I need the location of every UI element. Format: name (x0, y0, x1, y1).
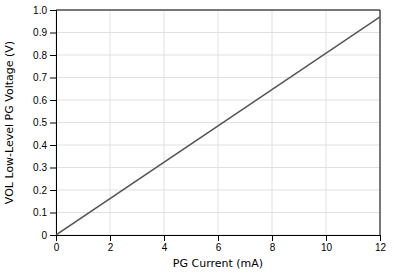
y-tick: 0.9 (33, 27, 56, 38)
y-axis-line (50, 11, 57, 236)
y-tick: 0 (41, 230, 56, 241)
y-tick: 1.0 (33, 5, 56, 16)
y-tick-label: 0.7 (33, 72, 47, 83)
y-tick: 0.8 (33, 50, 56, 61)
x-tick: 4 (162, 235, 168, 253)
grid-line-y (56, 77, 380, 78)
y-tick-mark (50, 33, 56, 34)
x-tick-mark (164, 235, 165, 241)
x-axis-title: PG Current (mA) (173, 257, 263, 270)
x-tick-label: 12 (375, 242, 387, 253)
chart: 0 2 4 6 8 10 12 0 0.1 0.2 0.3 0.4 0.5 0.6 0.7 0.8 0.9 1.0… (0, 0, 394, 273)
y-tick-mark (50, 78, 56, 79)
y-tick-label: 1.0 (33, 5, 47, 16)
marks (56, 17, 380, 235)
x-tick-mark (380, 235, 381, 241)
y-tick-mark (50, 100, 56, 101)
grid-line-y (56, 212, 380, 213)
grid-line-y (56, 190, 380, 191)
y-tick-mark (50, 190, 56, 191)
x-tick: 12 (375, 235, 387, 253)
x-tick-label: 10 (321, 242, 333, 253)
y-tick: 0.7 (33, 72, 56, 83)
x-tick: 6 (216, 235, 222, 253)
x-tick-mark (110, 235, 111, 241)
grid-line-y (56, 55, 380, 56)
y-tick-mark (50, 213, 56, 214)
x-tick-label: 2 (108, 242, 114, 253)
y-tick-label: 0.3 (33, 162, 47, 173)
y-tick: 0.1 (33, 207, 56, 218)
plot: 0 2 4 6 8 10 12 0 0.1 0.2 0.3 0.4 0.5 0.6 0.7 0.8 0.9 1.0 (33, 5, 386, 253)
grid-line-y (56, 122, 380, 123)
frame-top (56, 10, 380, 11)
y-tick: 0.4 (33, 140, 56, 151)
x-tick-mark (272, 235, 273, 241)
x-tick-label: 8 (270, 242, 276, 253)
y-tick-mark (50, 235, 56, 236)
y-tick-label: 0.6 (33, 95, 47, 106)
y-tick: 0.6 (33, 95, 56, 106)
x-axis: 0 2 4 6 8 10 12 (54, 235, 387, 253)
y-tick-mark (50, 55, 56, 56)
y-tick-mark (50, 145, 56, 146)
x-tick-mark (326, 235, 327, 241)
grid-line-x (380, 10, 381, 235)
line (56, 17, 380, 235)
y-axis-title: VOL Low-Level PG Voltage (V) (3, 41, 16, 204)
y-tick-label: 0 (41, 230, 47, 241)
y-tick-mark (50, 123, 56, 124)
y-tick-label: 0.5 (33, 117, 47, 128)
y-tick-mark (50, 10, 56, 11)
x-tick-label: 4 (162, 242, 168, 253)
grid (56, 10, 380, 235)
grid-line-y (56, 145, 380, 146)
frame-right (380, 10, 381, 235)
grid-line-y (56, 32, 380, 33)
x-tick-mark (218, 235, 219, 241)
x-tick: 2 (108, 235, 114, 253)
y-tick-label: 0.4 (33, 140, 47, 151)
y-axis: 0 0.1 0.2 0.3 0.4 0.5 0.6 0.7 0.8 0.9 1.0 (33, 5, 56, 241)
y-tick-mark (50, 168, 56, 169)
grid-line-y (56, 167, 380, 168)
x-tick-label: 0 (54, 242, 60, 253)
x-tick: 0 (54, 235, 60, 253)
y-tick-label: 0.1 (33, 207, 47, 218)
y-tick: 0.3 (33, 162, 56, 173)
y-tick-label: 0.8 (33, 50, 47, 61)
y-tick-label: 0.2 (33, 185, 47, 196)
x-axis-line (57, 236, 381, 242)
grid-line-y (56, 10, 380, 11)
x-tick: 10 (321, 235, 333, 253)
y-tick: 0.5 (33, 117, 56, 128)
x-tick-label: 6 (216, 242, 222, 253)
y-tick: 0.2 (33, 185, 56, 196)
y-tick-label: 0.9 (33, 27, 47, 38)
grid-line-y (56, 100, 380, 101)
x-tick: 8 (270, 235, 276, 253)
